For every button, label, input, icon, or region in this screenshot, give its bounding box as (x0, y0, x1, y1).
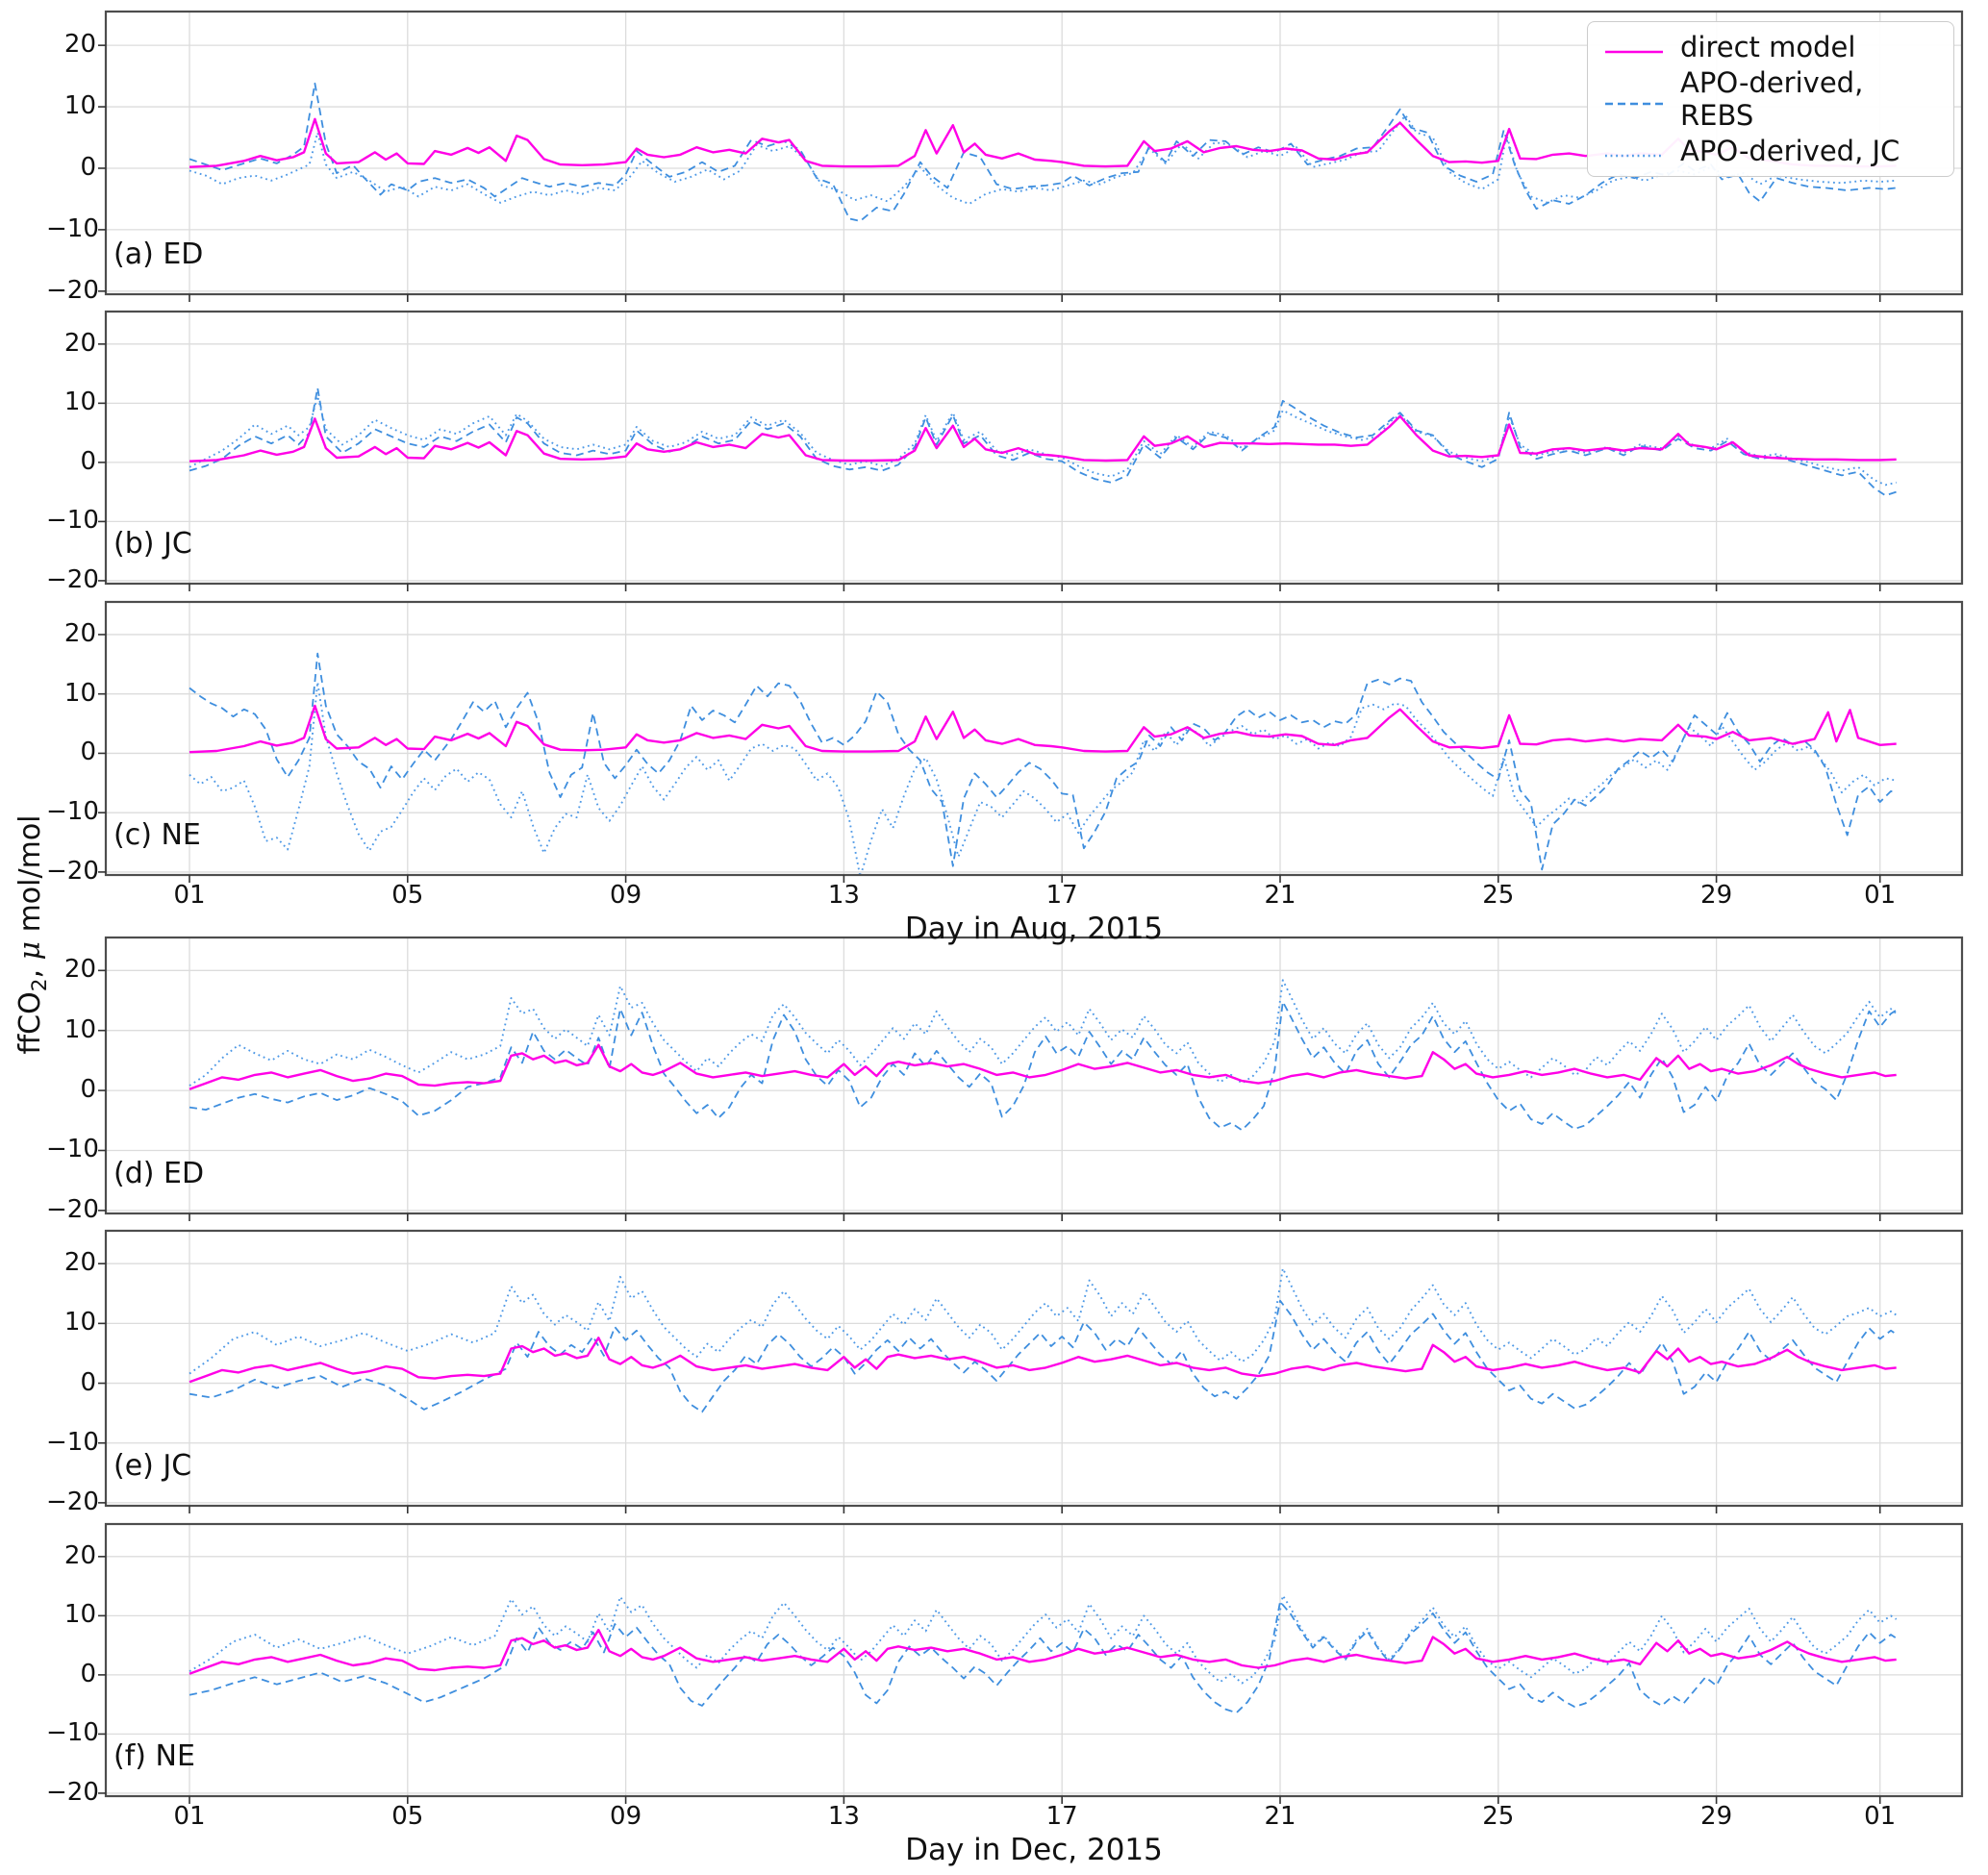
x-tick-label: 01 (1864, 881, 1897, 910)
y-tick-label: 10 (63, 388, 96, 417)
y-tick-label: −10 (46, 1135, 99, 1164)
panel-a-label: (a) ED (113, 238, 204, 271)
y-tick-label: 0 (80, 446, 96, 476)
panel-a: (a) ED 20 10 0 −10 −20 (46, 10, 1964, 305)
x-tick-label: 05 (391, 881, 424, 910)
x-tick-label: 01 (173, 881, 206, 910)
y-tick-label: −10 (46, 797, 99, 827)
x-tick-label: 29 (1700, 1802, 1733, 1831)
x-tick-label: 25 (1482, 881, 1515, 910)
y-tick-label: 20 (63, 1540, 96, 1570)
y-tick-label: −20 (46, 275, 99, 305)
legend-line-dashed-icon (1603, 83, 1665, 115)
x-tick-label: 21 (1264, 881, 1296, 910)
x-tick-label: 01 (1864, 1802, 1897, 1831)
legend-line-solid-icon (1603, 31, 1665, 63)
x-tick-label: 29 (1700, 881, 1733, 910)
y-tick-label: 20 (63, 30, 96, 60)
x-axis-title-aug: Day in Aug, 2015 (904, 912, 1164, 946)
panel-e: (e) JC 20 10 0 −10 −20 (46, 1229, 1964, 1516)
y-tick-label: 10 (63, 1014, 96, 1044)
y-tick-label: 0 (80, 738, 96, 767)
y-tick-label: 0 (80, 152, 96, 182)
y-tick-label: 10 (63, 91, 96, 121)
x-ticks-dec: 01 05 09 13 17 21 25 29 01 (106, 1802, 1962, 1835)
y-tick-label: 20 (63, 955, 96, 985)
panel-c-label: (c) NE (113, 818, 201, 852)
y-tick-label: −20 (46, 1487, 99, 1516)
panel-d: (d) ED 20 10 0 −10 −20 (46, 936, 1964, 1224)
legend-item-apo-jc: APO-derived, JC (1603, 135, 1938, 167)
y-tick-label: −10 (46, 506, 99, 536)
x-tick-label: 05 (391, 1802, 424, 1831)
x-tick-label: 13 (827, 1802, 860, 1831)
x-tick-label: 17 (1045, 881, 1078, 910)
legend: direct model APO-derived, REBS APO-deriv… (1587, 21, 1954, 177)
x-tick-label: 25 (1482, 1802, 1515, 1831)
legend-item-apo-rebs: APO-derived, REBS (1603, 66, 1938, 132)
y-tick-label: 10 (63, 1600, 96, 1630)
panel-f: (f) NE 20 10 0 −10 −20 (46, 1522, 1964, 1807)
y-tick-label: 10 (63, 1308, 96, 1338)
panel-b: (b) JC 20 10 0 −10 −20 (46, 310, 1964, 594)
y-tick-label: −10 (46, 1718, 99, 1748)
x-axis-title-dec: Day in Dec, 2015 (905, 1833, 1163, 1867)
x-tick-label: 21 (1264, 1802, 1296, 1831)
legend-line-dotted-icon (1603, 135, 1665, 167)
y-tick-label: 20 (63, 1248, 96, 1278)
y-tick-label: 0 (80, 1075, 96, 1105)
y-tick-label: −10 (46, 1427, 99, 1457)
y-tick-label: −10 (46, 213, 99, 243)
x-tick-label: 17 (1045, 1802, 1078, 1831)
y-tick-label: −20 (46, 1777, 99, 1807)
legend-label-direct-model: direct model (1680, 31, 1856, 64)
y-tick-label: 0 (80, 1659, 96, 1688)
panel-b-label: (b) JC (113, 527, 192, 561)
legend-label-apo-jc: APO-derived, JC (1680, 134, 1900, 167)
y-tick-label: −20 (46, 856, 99, 886)
x-tick-label: 13 (827, 881, 860, 910)
y-tick-label: −20 (46, 1194, 99, 1224)
y-tick-label: 20 (63, 328, 96, 358)
panel-c: (c) NE 20 10 0 −10 −20 (46, 600, 1964, 886)
legend-item-direct-model: direct model (1603, 31, 1938, 63)
panel-d-label: (d) ED (113, 1157, 205, 1190)
panel-f-label: (f) NE (113, 1739, 195, 1773)
x-tick-label: 09 (610, 881, 642, 910)
y-tick-label: 20 (63, 618, 96, 648)
x-tick-label: 09 (610, 1802, 642, 1831)
x-ticks-aug: 01 05 09 13 17 21 25 29 01 (106, 881, 1962, 913)
y-tick-label: −20 (46, 564, 99, 594)
y-tick-label: 0 (80, 1367, 96, 1397)
y-tick-label: 10 (63, 678, 96, 708)
legend-label-apo-rebs: APO-derived, REBS (1680, 65, 1864, 132)
panel-e-label: (e) JC (113, 1449, 192, 1483)
x-tick-label: 01 (173, 1802, 206, 1831)
